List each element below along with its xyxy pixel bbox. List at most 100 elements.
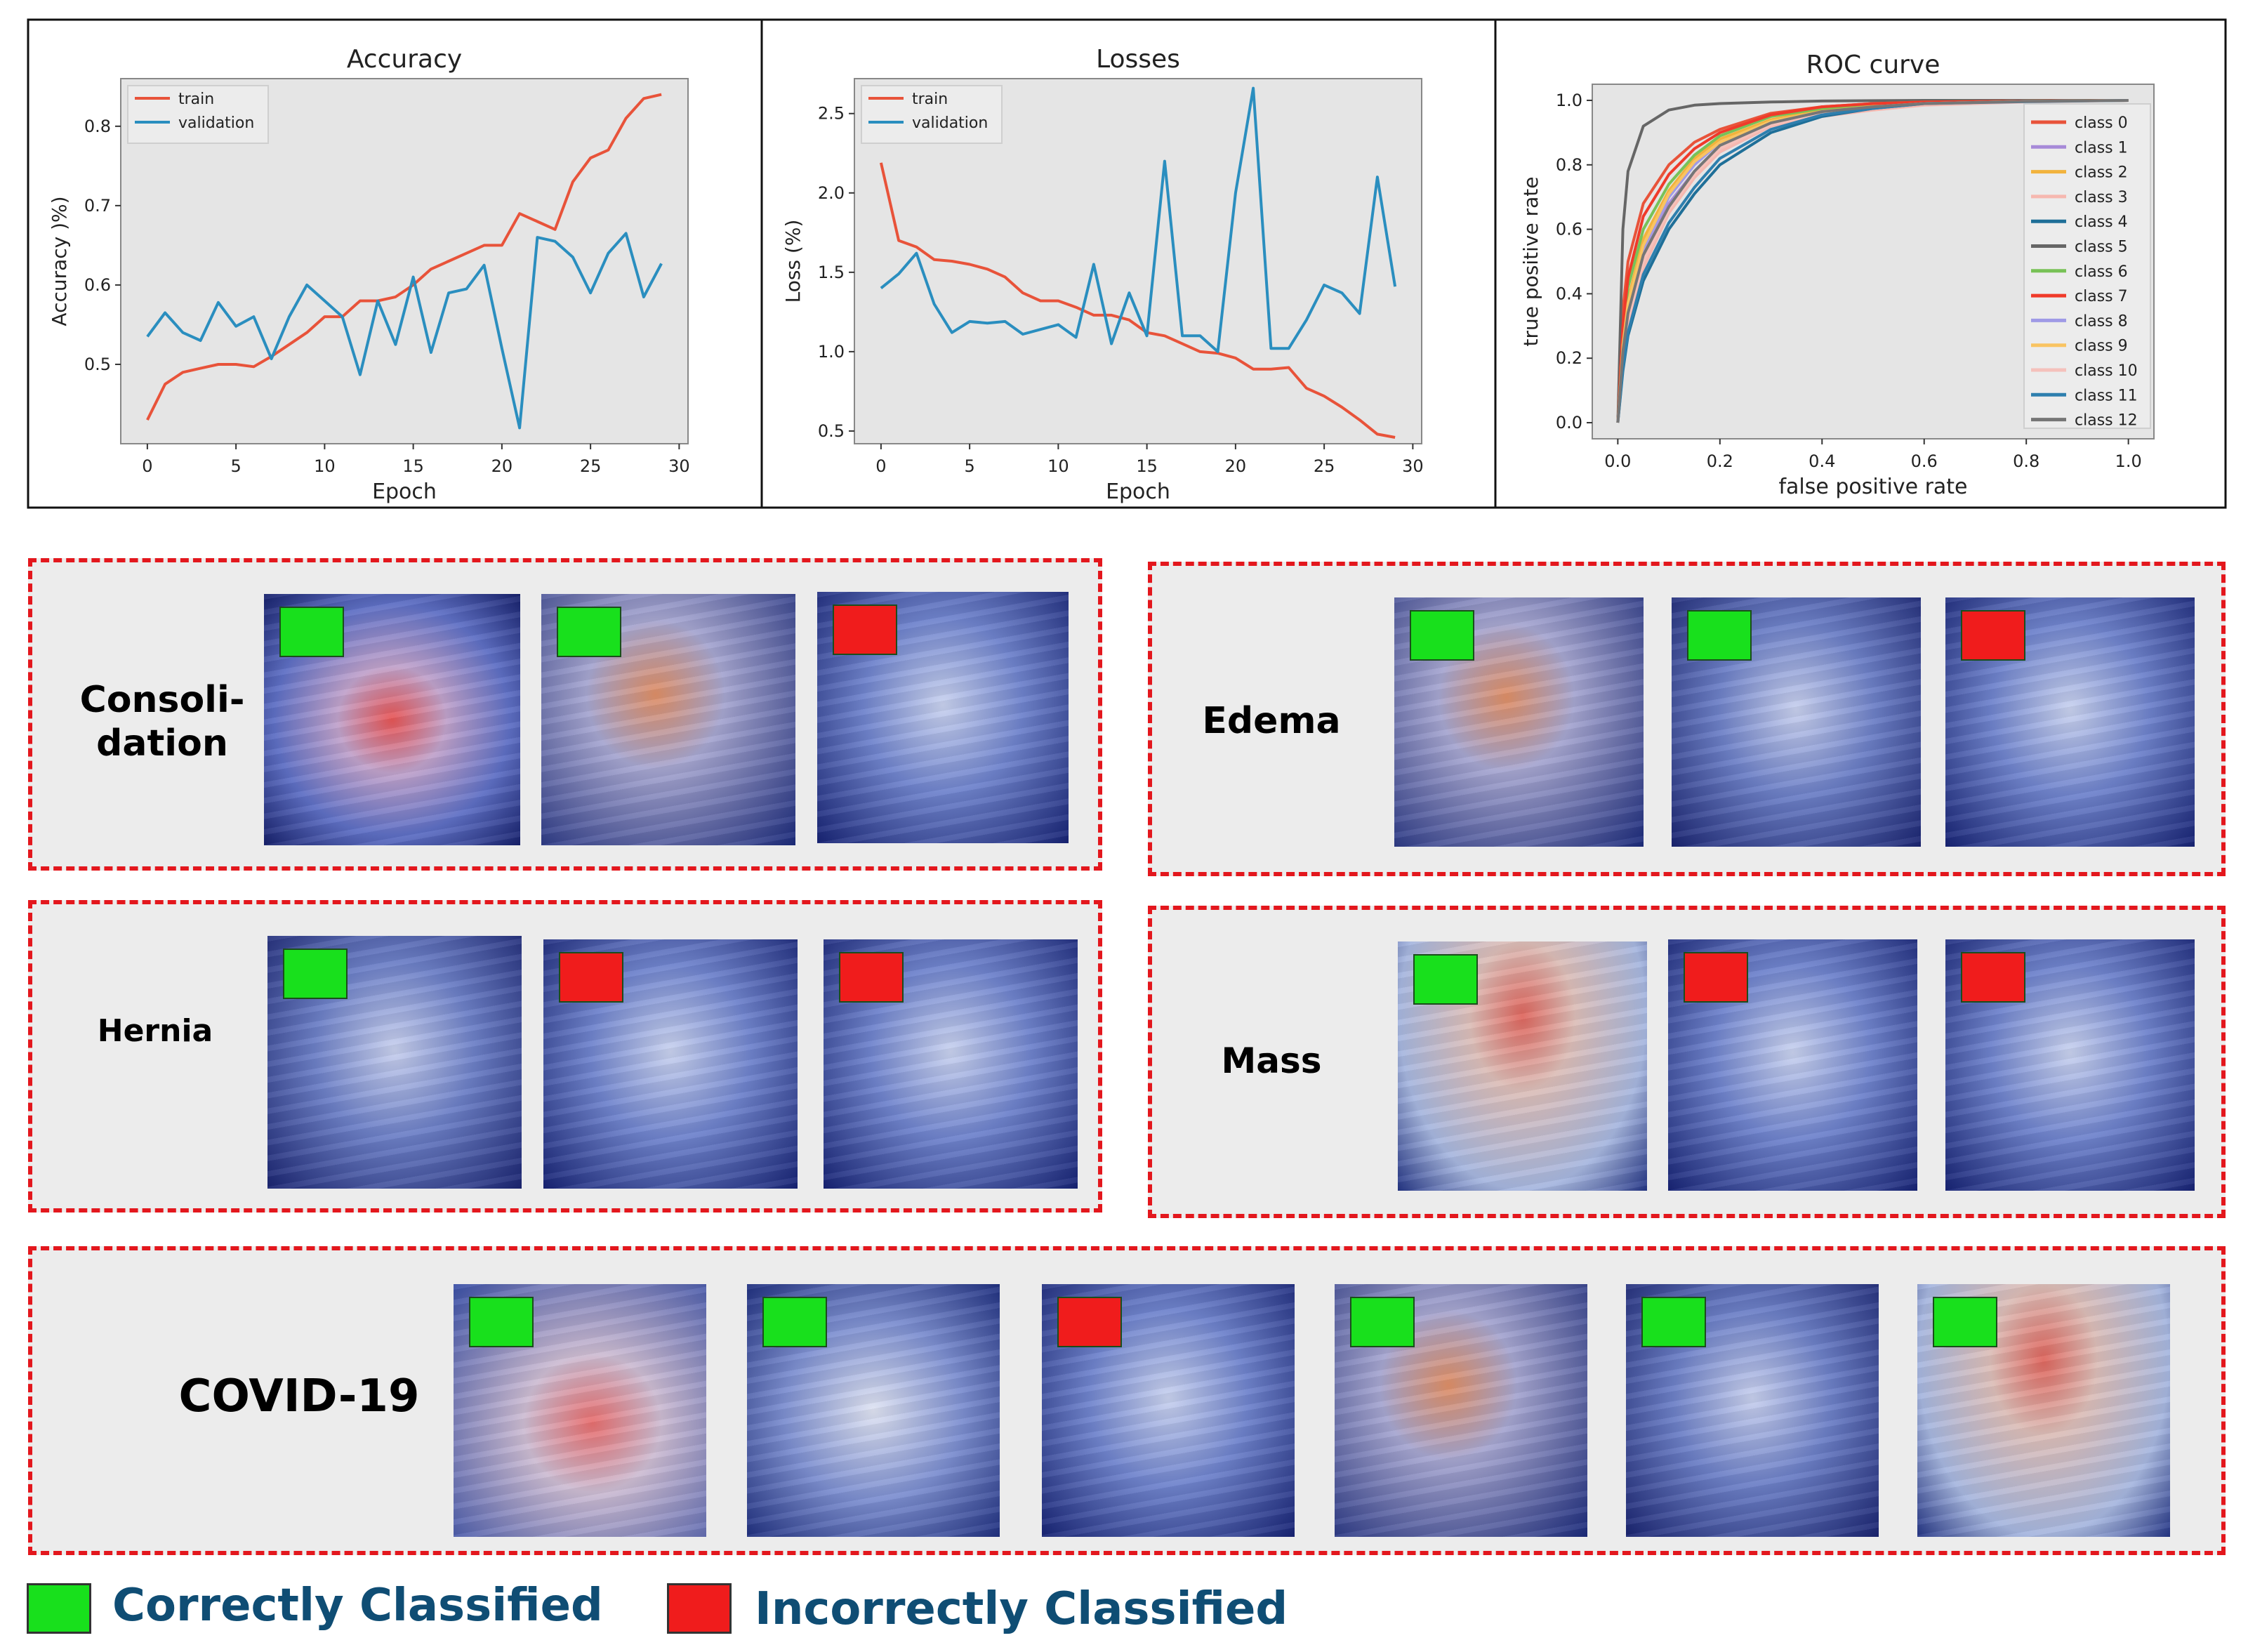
x-tick-label: 0.0 bbox=[1604, 451, 1631, 471]
incorrect-badge bbox=[839, 952, 904, 1003]
correct-badge bbox=[762, 1297, 827, 1347]
x-tick-label: 0 bbox=[875, 456, 886, 476]
panel-edema: Edema bbox=[1148, 562, 2226, 876]
panel-consolidation: Consoli- dation bbox=[28, 558, 1102, 871]
x-axis-label: false positive rate bbox=[1778, 475, 1967, 499]
panel-label: COVID-19 bbox=[178, 1370, 420, 1422]
correct-badge bbox=[1641, 1297, 1706, 1347]
incorrect-badge bbox=[833, 604, 897, 655]
legend-label: class 4 bbox=[2075, 213, 2128, 231]
legend-correct-label: Correctly Classified bbox=[112, 1580, 603, 1632]
correct-badge bbox=[1413, 954, 1478, 1005]
series-line-class-5 bbox=[1616, 99, 2129, 423]
chart-title: Accuracy bbox=[347, 45, 462, 74]
x-tick-label: 20 bbox=[1225, 456, 1247, 476]
xray-image bbox=[1394, 597, 1644, 847]
incorrect-badge bbox=[1961, 952, 2025, 1003]
xray-image bbox=[1626, 1284, 1879, 1537]
legend-label: class 3 bbox=[2075, 189, 2128, 206]
legend-incorrect-label: Incorrectly Classified bbox=[755, 1583, 1288, 1635]
incorrect-badge bbox=[1057, 1297, 1122, 1347]
x-tick-label: 25 bbox=[580, 456, 602, 476]
xray-image bbox=[264, 594, 520, 845]
incorrect-badge bbox=[1961, 610, 2025, 661]
series-line-validation bbox=[146, 232, 663, 430]
x-tick-label: 30 bbox=[668, 456, 690, 476]
xray-image bbox=[1042, 1284, 1295, 1537]
y-tick-label: 0.0 bbox=[1556, 413, 1582, 432]
x-tick-label: 30 bbox=[1402, 456, 1424, 476]
xray-image bbox=[1917, 1284, 2170, 1537]
series-line-train bbox=[879, 162, 1396, 439]
x-axis-label: Epoch bbox=[1106, 480, 1170, 504]
legend-box bbox=[861, 85, 1003, 144]
x-tick-label: 5 bbox=[230, 456, 241, 476]
legend-correct-swatch bbox=[27, 1583, 91, 1634]
incorrect-badge bbox=[559, 952, 623, 1003]
y-tick-label: 0.6 bbox=[84, 275, 111, 295]
training-charts: Accuracy Epoch Accuracy )%) 0 5 10 15 20 25 30 0.5… bbox=[27, 18, 2227, 509]
correct-badge bbox=[1410, 610, 1474, 661]
correct-badge bbox=[1687, 610, 1752, 661]
legend-label: train bbox=[912, 91, 948, 108]
chart-title: Losses bbox=[1096, 45, 1180, 74]
xray-image bbox=[824, 939, 1078, 1189]
legend-box bbox=[127, 85, 269, 144]
x-tick-label: 10 bbox=[314, 456, 336, 476]
series-line-class-7 bbox=[1616, 99, 2129, 423]
series-line-class-12 bbox=[1616, 99, 2129, 423]
correct-badge bbox=[283, 949, 348, 999]
panel-covid-19: COVID-19 bbox=[28, 1246, 2226, 1555]
x-tick-label: 1.0 bbox=[2115, 451, 2142, 471]
y-tick-label: 0.6 bbox=[1556, 220, 1582, 239]
legend-label: class 12 bbox=[2075, 412, 2138, 430]
y-tick-label: 0.5 bbox=[84, 355, 111, 374]
y-tick-label: 2.5 bbox=[818, 104, 845, 124]
chart-title: ROC curve bbox=[1806, 51, 1940, 79]
y-tick-label: 0.7 bbox=[84, 196, 111, 216]
y-tick-label: 0.4 bbox=[1556, 284, 1582, 303]
panel-label: Consoli- dation bbox=[79, 679, 245, 765]
correct-badge bbox=[469, 1297, 534, 1347]
xray-image bbox=[817, 592, 1069, 843]
x-tick-label: 10 bbox=[1047, 456, 1069, 476]
correct-badge bbox=[557, 607, 621, 657]
legend-label: class 1 bbox=[2075, 139, 2128, 157]
correct-badge bbox=[279, 607, 344, 657]
x-tick-label: 5 bbox=[964, 456, 974, 476]
x-tick-label: 0 bbox=[142, 456, 152, 476]
y-axis-label: Accuracy )%) bbox=[48, 196, 71, 326]
legend-label: class 6 bbox=[2075, 263, 2128, 281]
legend-label: class 2 bbox=[2075, 164, 2128, 182]
y-tick-label: 0.8 bbox=[1556, 155, 1582, 175]
legend-label: validation bbox=[912, 114, 988, 132]
xray-image bbox=[454, 1284, 706, 1537]
y-tick-label: 1.0 bbox=[818, 342, 845, 362]
legend-label: class 5 bbox=[2075, 239, 2128, 256]
xray-image bbox=[747, 1284, 1000, 1537]
xray-image bbox=[1945, 597, 2195, 847]
y-tick-label: 1.5 bbox=[818, 263, 845, 282]
y-tick-label: 2.0 bbox=[818, 183, 845, 203]
xray-image bbox=[1672, 597, 1921, 847]
y-tick-label: 0.2 bbox=[1556, 348, 1582, 368]
xray-image bbox=[541, 594, 795, 845]
legend-label: validation bbox=[178, 114, 254, 132]
x-tick-label: 0.8 bbox=[2013, 451, 2039, 471]
legend-label: train bbox=[178, 91, 214, 108]
panel-label: Hernia bbox=[97, 1013, 213, 1049]
legend-label: class 8 bbox=[2075, 312, 2128, 330]
series-line-train bbox=[146, 93, 662, 421]
xray-image bbox=[543, 939, 798, 1189]
x-tick-label: 0.6 bbox=[1911, 451, 1938, 471]
x-tick-label: 0.4 bbox=[1809, 451, 1835, 471]
y-axis-label: true positive rate bbox=[1519, 177, 1542, 347]
x-tick-label: 15 bbox=[1136, 456, 1158, 476]
x-tick-label: 0.2 bbox=[1707, 451, 1733, 471]
x-tick-label: 25 bbox=[1314, 456, 1335, 476]
incorrect-badge bbox=[1684, 952, 1748, 1003]
panel-mass: Mass bbox=[1148, 906, 2226, 1218]
xray-image bbox=[1945, 939, 2195, 1191]
panel-label: Edema bbox=[1202, 700, 1341, 742]
y-tick-label: 0.5 bbox=[818, 421, 845, 441]
